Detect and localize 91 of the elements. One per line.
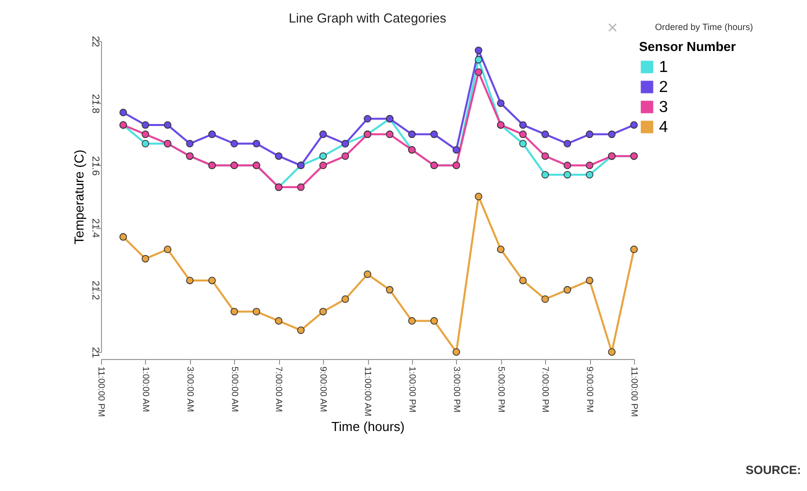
x-tick-label: 5:00:00 AM bbox=[230, 366, 240, 412]
point bbox=[541, 130, 549, 138]
point bbox=[319, 152, 327, 160]
point bbox=[142, 130, 150, 138]
point bbox=[586, 162, 594, 170]
point bbox=[252, 308, 260, 316]
point bbox=[386, 130, 394, 138]
point bbox=[519, 276, 527, 284]
x-tick-label: 5:00:00 PM bbox=[496, 366, 506, 413]
point bbox=[541, 295, 549, 303]
point bbox=[297, 183, 305, 191]
point bbox=[519, 121, 527, 129]
point bbox=[541, 152, 549, 160]
point bbox=[119, 108, 127, 116]
x-tick-label: 11:00:00 AM bbox=[363, 366, 373, 416]
point bbox=[452, 348, 460, 356]
y-tick-label: 22 bbox=[90, 36, 100, 48]
point bbox=[474, 68, 482, 76]
point bbox=[297, 326, 305, 334]
point bbox=[586, 130, 594, 138]
point bbox=[342, 152, 350, 160]
point bbox=[519, 130, 527, 138]
point bbox=[164, 246, 172, 254]
point bbox=[541, 170, 549, 178]
point bbox=[386, 286, 394, 294]
x-tick-label: 1:00:00 AM bbox=[140, 366, 151, 412]
point bbox=[230, 140, 238, 148]
x-tick-label: 9:00:00 PM bbox=[585, 366, 596, 413]
y-tick-label: 21.6 bbox=[90, 156, 100, 176]
x-tick-label: 7:00:00 AM bbox=[274, 366, 284, 412]
x-tick-label: 1:00:00 PM bbox=[407, 366, 418, 413]
point bbox=[142, 121, 150, 129]
point bbox=[519, 140, 527, 148]
point bbox=[319, 162, 327, 170]
point bbox=[564, 286, 572, 294]
point bbox=[186, 140, 194, 148]
x-tick-label: 3:00:00 PM bbox=[452, 366, 462, 413]
point bbox=[608, 348, 616, 356]
point bbox=[364, 115, 372, 122]
point bbox=[564, 162, 572, 170]
x-tick-label: 11:00:00 PM bbox=[630, 366, 640, 417]
legend-title: Sensor Number bbox=[639, 39, 736, 54]
point bbox=[630, 246, 638, 254]
point bbox=[274, 152, 282, 160]
point bbox=[564, 140, 572, 148]
x-axis-title: Time (hours) bbox=[331, 418, 405, 434]
point bbox=[319, 130, 327, 138]
x-tick-label: 7:00:00 PM bbox=[540, 366, 551, 413]
legend-label: 4 bbox=[659, 119, 668, 136]
y-tick-label: 21 bbox=[90, 346, 100, 358]
y-axis-title: Temperature (C) bbox=[72, 150, 86, 244]
chart-title: Line Graph with Categories bbox=[288, 10, 447, 26]
y-tick-label: 21.4 bbox=[90, 218, 100, 238]
point bbox=[430, 130, 438, 138]
y-tick-label: 21.8 bbox=[90, 94, 100, 114]
point bbox=[142, 254, 150, 262]
text: Ordered by Time (hours) bbox=[655, 22, 754, 32]
point bbox=[342, 295, 350, 303]
legend-label: 2 bbox=[659, 79, 668, 96]
point bbox=[319, 308, 327, 316]
x-tick-label: 9:00:00 AM bbox=[318, 366, 329, 412]
source-note: SOURCE: bbox=[746, 463, 801, 477]
point bbox=[630, 121, 638, 129]
point bbox=[564, 170, 572, 178]
point bbox=[452, 146, 460, 154]
point bbox=[208, 276, 216, 284]
point bbox=[608, 130, 616, 138]
point bbox=[430, 317, 438, 325]
point bbox=[186, 276, 194, 284]
point bbox=[252, 140, 260, 148]
point bbox=[586, 170, 594, 178]
point bbox=[474, 192, 482, 200]
legend-label: 1 bbox=[659, 59, 668, 76]
point bbox=[364, 270, 372, 278]
point bbox=[496, 246, 505, 254]
y-tick-label: 21.2 bbox=[90, 280, 100, 300]
x-tick-label: 11:00:00 PM bbox=[96, 366, 106, 417]
point bbox=[408, 317, 416, 325]
point bbox=[230, 308, 238, 316]
point bbox=[474, 46, 482, 54]
point bbox=[142, 140, 150, 148]
point bbox=[274, 317, 282, 325]
point bbox=[164, 121, 172, 129]
x-tick-label: 3:00:00 AM bbox=[185, 366, 196, 412]
point bbox=[119, 233, 127, 241]
point bbox=[496, 99, 505, 107]
point bbox=[586, 276, 594, 284]
point bbox=[408, 130, 416, 138]
point bbox=[208, 130, 216, 138]
legend-label: 3 bbox=[659, 99, 668, 116]
point bbox=[474, 56, 482, 64]
